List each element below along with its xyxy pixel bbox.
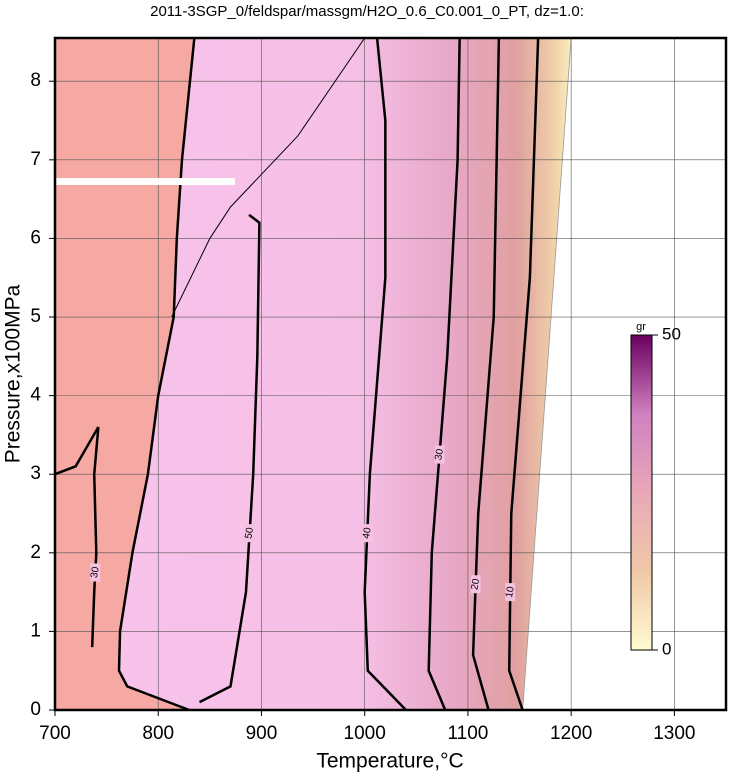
contour-line	[90, 426, 100, 648]
contour-label: 50	[243, 526, 256, 539]
contour-label: 20	[469, 577, 482, 590]
y-tick-label: 7	[30, 149, 41, 170]
boundary-line	[117, 37, 196, 712]
x-tick-label: 700	[39, 723, 71, 744]
x-tick-label: 800	[142, 723, 174, 744]
colorbar	[630, 334, 653, 651]
chart-title: 2011-3SGP_0/feldspar/massgm/H2O_0.6_C0.0…	[150, 3, 584, 20]
x-tick-label: 900	[246, 723, 278, 744]
y-tick-label: 8	[30, 70, 41, 91]
y-tick-label: 6	[30, 227, 41, 248]
contour-label: 30	[433, 448, 446, 461]
contour-label-bg	[434, 445, 445, 464]
x-tick-label: 1000	[344, 723, 386, 744]
contour-label: 30	[89, 566, 102, 579]
colorbar-tick-label: 0	[662, 639, 671, 658]
contour-label-bg	[90, 563, 101, 582]
contour-label-bg	[362, 524, 373, 543]
boundary-line	[54, 426, 100, 476]
boundary-line	[171, 37, 366, 318]
plot-area	[55, 38, 726, 710]
frame	[53, 36, 728, 712]
x-tick-label: 1100	[447, 723, 488, 744]
colorbar-tick-label: 50	[662, 324, 681, 343]
white-bar	[55, 178, 235, 185]
contour-line	[471, 37, 501, 711]
y-tick-label: 3	[30, 463, 41, 484]
y-tick-label: 4	[30, 385, 41, 406]
y-tick-label: 1	[30, 620, 41, 641]
y-axis-label: Pressure,x100MPa	[2, 284, 25, 463]
contour-line	[198, 213, 261, 704]
solid-region	[55, 38, 195, 710]
x-axis-label: Temperature,°C	[316, 750, 463, 773]
y-tick-label: 0	[30, 699, 41, 720]
empty-region	[522, 38, 726, 710]
colorbar-label: gr	[636, 321, 646, 333]
contour-label-bg	[244, 524, 255, 543]
contour-label-bg	[470, 575, 481, 594]
edge-line	[522, 38, 572, 710]
contour-label-bg	[505, 583, 516, 602]
contour-line	[507, 37, 540, 711]
x-tick-label: 1200	[550, 723, 592, 744]
contour-label: 10	[504, 585, 517, 598]
y-tick-label: 2	[30, 542, 41, 563]
contour-label: 40	[361, 526, 374, 539]
y-tick-label: 5	[30, 306, 41, 327]
contour-line	[363, 37, 407, 711]
x-tick-label: 1300	[653, 723, 695, 744]
